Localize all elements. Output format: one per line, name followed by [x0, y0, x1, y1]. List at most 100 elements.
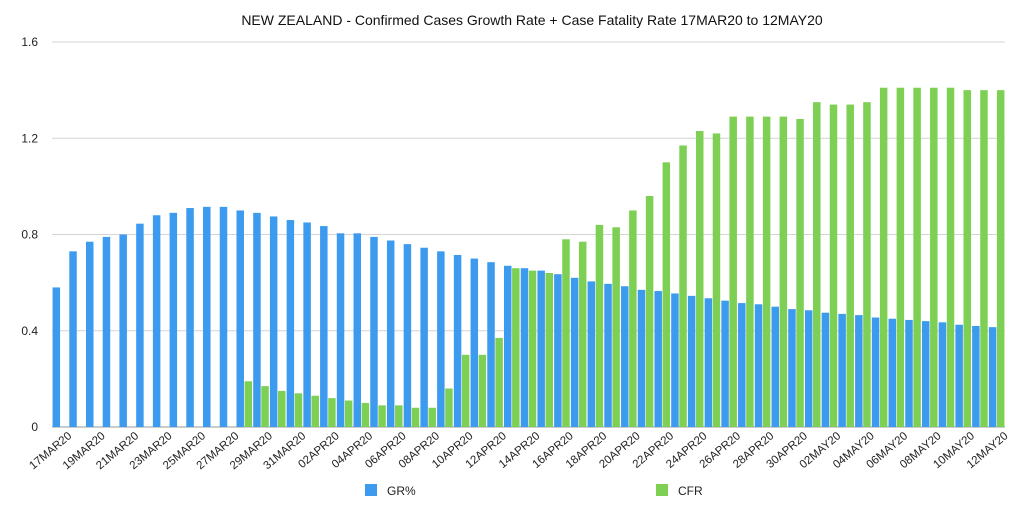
- bar-cfr: [796, 119, 804, 427]
- bar-gr: [320, 226, 328, 427]
- bar-cfr: [729, 116, 737, 427]
- bar-gr: [771, 306, 779, 427]
- bar-gr: [570, 277, 579, 427]
- legend-swatch: [656, 484, 668, 496]
- bar-cfr: [528, 270, 537, 427]
- bar-gr: [621, 286, 629, 427]
- bar-cfr: [879, 87, 888, 427]
- bar-gr: [905, 319, 913, 427]
- bar-gr: [437, 251, 445, 427]
- bar-cfr: [244, 381, 253, 427]
- bar-cfr: [428, 407, 436, 427]
- legend-label: CFR: [678, 484, 703, 498]
- bar-gr: [788, 309, 796, 427]
- bar-gr: [169, 212, 178, 427]
- bar-gr: [269, 216, 278, 427]
- bar-gr: [52, 287, 61, 427]
- bar-gr: [336, 233, 345, 427]
- bar-cfr: [461, 354, 470, 427]
- bar-gr: [136, 223, 144, 427]
- bar-cfr: [328, 398, 336, 427]
- bar-cfr: [261, 386, 269, 427]
- bar-gr: [152, 215, 161, 427]
- bar-cfr: [344, 400, 353, 427]
- bar-cfr: [712, 133, 721, 427]
- bar-cfr: [311, 395, 319, 427]
- bar-gr: [537, 270, 545, 427]
- bar-gr: [604, 283, 612, 427]
- bar-cfr: [278, 390, 286, 427]
- bar-cfr: [963, 90, 972, 427]
- bar-gr: [654, 291, 662, 427]
- legend-layer: GR% CFR: [365, 484, 703, 498]
- bar-cfr: [863, 102, 871, 427]
- bar-gr: [972, 325, 980, 427]
- bar-gr: [671, 293, 679, 427]
- bar-cfr: [746, 116, 754, 427]
- bar-gr: [554, 274, 562, 427]
- bar-cfr: [445, 388, 453, 427]
- bar-gr: [721, 300, 729, 427]
- bar-gr: [420, 247, 428, 427]
- bar-cfr: [695, 131, 704, 427]
- grid-layer: [52, 41, 1005, 428]
- legend-swatch: [365, 484, 377, 496]
- bar-gr: [955, 324, 963, 427]
- bar-cfr: [595, 224, 604, 427]
- bar-cfr: [361, 402, 370, 427]
- bar-gr: [804, 310, 813, 427]
- bar-gr: [119, 234, 127, 427]
- bar-cfr: [478, 354, 487, 427]
- bar-cfr: [946, 87, 955, 427]
- legend-label: GR%: [387, 484, 416, 498]
- bar-gr: [704, 298, 713, 427]
- bar-gr: [286, 220, 295, 427]
- bar-gr: [69, 251, 77, 427]
- bar-gr: [253, 212, 261, 427]
- bar-gr: [921, 321, 930, 427]
- bar-gr: [988, 327, 997, 427]
- bar-gr: [470, 258, 479, 427]
- bar-gr: [386, 240, 395, 427]
- bar-cfr: [411, 407, 420, 427]
- bar-cfr: [512, 268, 520, 427]
- bar-gr: [888, 318, 897, 427]
- bar-cfr: [829, 104, 838, 427]
- bar-gr: [938, 322, 947, 427]
- bar-cfr: [578, 241, 587, 427]
- bar-cfr: [645, 196, 654, 427]
- bar-gr: [236, 210, 244, 427]
- bar-cfr: [996, 90, 1005, 427]
- y-tick-label: 0: [31, 420, 38, 434]
- bar-gr: [587, 281, 596, 427]
- bar-cfr: [395, 405, 403, 427]
- bar-gr: [186, 208, 194, 427]
- bar-gr: [687, 295, 696, 427]
- bar-gr: [871, 317, 880, 427]
- bar-gr: [303, 222, 311, 427]
- bar-gr: [219, 206, 228, 427]
- bar-gr: [487, 262, 495, 427]
- bar-gr: [838, 313, 846, 427]
- bar-cfr: [629, 210, 637, 427]
- bar-cfr: [813, 102, 821, 427]
- bar-gr: [353, 233, 362, 427]
- bar-cfr: [779, 116, 788, 427]
- bars-layer: [52, 87, 1005, 427]
- bar-cfr: [679, 145, 687, 427]
- bar-cfr: [980, 90, 988, 427]
- bar-cfr: [545, 273, 554, 427]
- y-tick-label: 0.8: [21, 228, 38, 242]
- bar-gr: [855, 315, 863, 427]
- bar-gr: [403, 244, 412, 427]
- chart-title: NEW ZEALAND - Confirmed Cases Growth Rat…: [241, 12, 823, 28]
- bar-cfr: [662, 162, 671, 427]
- bar-cfr: [913, 87, 921, 427]
- bar-cfr: [294, 393, 303, 427]
- bar-cfr: [930, 87, 938, 427]
- bar-gr: [520, 268, 529, 427]
- bar-cfr: [896, 87, 905, 427]
- bar-gr: [503, 265, 512, 427]
